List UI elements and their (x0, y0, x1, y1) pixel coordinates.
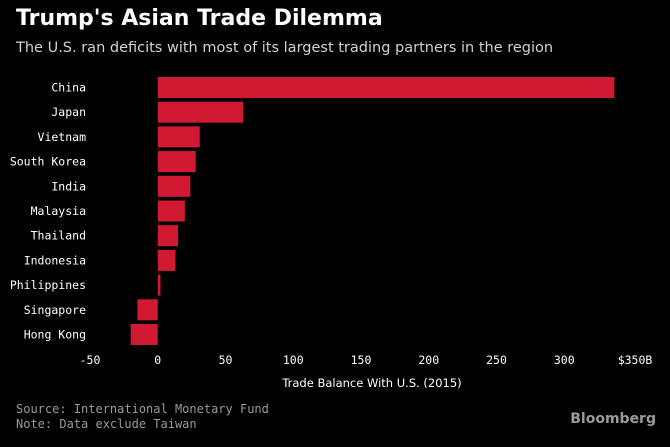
category-labels: China Japan Vietnam South Korea India Malaysi… (10, 81, 86, 342)
category-label: Thailand (31, 229, 86, 243)
category-label: Malaysia (31, 204, 86, 218)
x-tick-label: 150 (351, 353, 372, 367)
bar-hong-kong (130, 324, 158, 345)
category-label: Hong Kong (24, 328, 86, 342)
bar-thailand (157, 225, 179, 247)
x-tick-label: -50 (80, 353, 101, 367)
bar-malaysia (157, 200, 185, 222)
x-axis-title: Trade Balance With U.S. (2015) (281, 376, 461, 390)
chart-subtitle: The U.S. ran deficits with most of its l… (16, 40, 554, 56)
bar-china (157, 77, 615, 98)
x-tick-label: 0 (154, 353, 161, 367)
bar-singapore (137, 299, 158, 321)
bar-south-korea (157, 151, 196, 173)
data-note: Note: Data exclude Taiwan (16, 417, 197, 431)
category-label: South Korea (10, 155, 86, 169)
bar-vietnam (157, 126, 200, 148)
category-label: India (51, 179, 86, 193)
category-label: Philippines (10, 278, 86, 292)
category-label: Singapore (24, 303, 86, 317)
tick-labels: -50 0 50 100 150 200 250 300 $350B (80, 353, 653, 367)
bar-indonesia (157, 249, 176, 271)
x-tick-label: 250 (486, 353, 507, 367)
bar-india (157, 175, 191, 197)
source-note: Source: International Monetary Fund (16, 402, 269, 416)
x-tick-label: 50 (219, 353, 233, 367)
x-tick-label: $350B (618, 353, 653, 367)
bar-chart: China Japan Vietnam South Korea India Malaysi… (10, 77, 653, 390)
bloomberg-logo: Bloomberg (570, 411, 656, 427)
category-label: Vietnam (38, 130, 87, 144)
bar-philippines (157, 274, 161, 296)
bar-japan (157, 101, 244, 123)
bars-group (130, 77, 615, 345)
x-tick-label: 300 (554, 353, 575, 367)
category-label: China (51, 81, 86, 95)
category-label: Japan (51, 105, 86, 119)
category-label: Indonesia (24, 253, 86, 267)
x-tick-label: 100 (283, 353, 304, 367)
chart-title: Trump's Asian Trade Dilemma (16, 6, 383, 31)
x-tick-label: 200 (418, 353, 439, 367)
